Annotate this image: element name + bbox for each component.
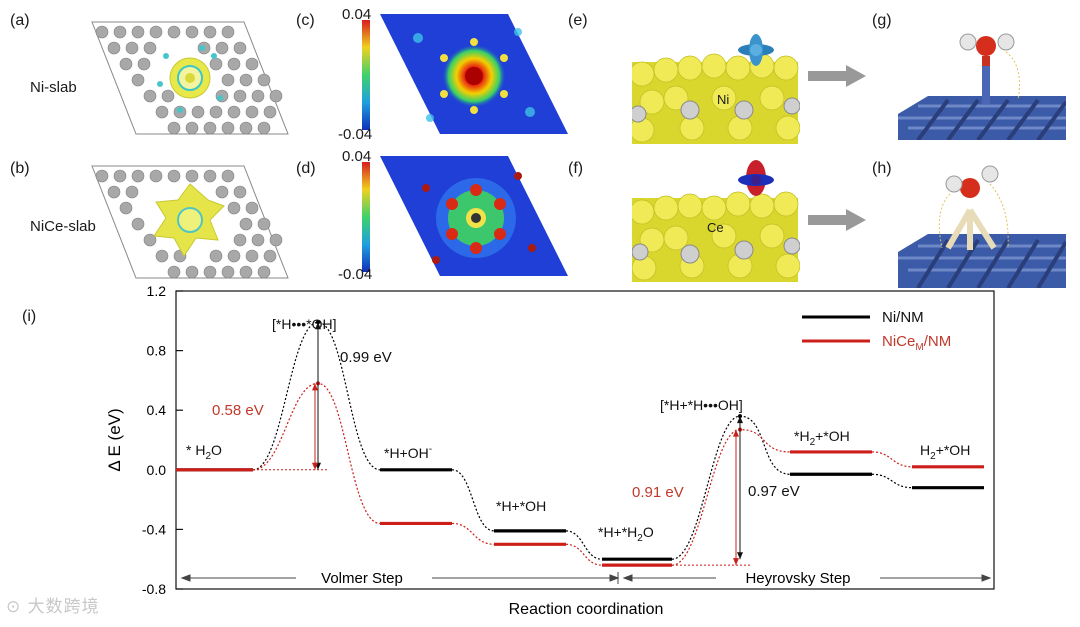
label-c: (c) xyxy=(296,12,315,29)
heyrovsky-step-label: Heyrovsky Step xyxy=(745,570,850,587)
connector-ni xyxy=(451,469,495,532)
ce-atom-label: Ce xyxy=(707,220,724,235)
barrier-label-nice-volmer: 0.58 eV xyxy=(212,402,264,419)
label-g: (g) xyxy=(872,12,892,29)
water-on-nice-image xyxy=(898,165,1066,288)
legend: Ni/NM NiCeM/NM xyxy=(802,309,951,353)
y-tick-label: 0.8 xyxy=(147,343,167,359)
connector-nice xyxy=(252,382,381,525)
barrier-arrow-ni-heyrovsky-head-top xyxy=(737,416,743,424)
connector-nice xyxy=(671,428,791,566)
state-label-h-oh-minus: *H+OH- xyxy=(384,444,432,461)
connector-nice xyxy=(871,451,913,468)
legend-label-ni: Ni/NM xyxy=(882,309,924,326)
volmer-step-label: Volmer Step xyxy=(321,570,403,587)
label-f: (f) xyxy=(568,160,584,177)
colorbar-c-max: 0.04 xyxy=(342,6,372,23)
ni-surface-image xyxy=(632,34,800,144)
nice-surface-image xyxy=(632,160,800,282)
state-label-ts2: [*H+*H•••OH] xyxy=(660,397,743,413)
state-label-h2o: * H2O xyxy=(186,442,222,462)
legend-label-nice: NiCeM/NM xyxy=(882,333,951,353)
y-tick-label: 0.0 xyxy=(147,462,167,478)
connector-ni xyxy=(565,530,603,560)
connector-nice xyxy=(565,543,603,566)
charge-map-c xyxy=(362,14,568,134)
state-label-h-oh: *H+*OH xyxy=(496,498,546,514)
colorbar-c-min: -0.04 xyxy=(338,126,373,143)
state-label-ts1: [*H•••*OH] xyxy=(272,316,337,332)
barrier-arrow-nice-heyrovsky-head-top xyxy=(733,429,739,437)
barrier-arrow-nice-volmer-head-top xyxy=(312,383,318,391)
watermark: ⊙ 大数跨境 xyxy=(6,592,100,617)
y-tick-label: 1.2 xyxy=(147,283,167,299)
y-tick-label: -0.4 xyxy=(142,521,166,537)
barrier-label-ni-volmer: 0.99 eV xyxy=(340,349,392,366)
colorbar-d-max: 0.04 xyxy=(342,148,372,165)
label-e: (e) xyxy=(568,12,588,29)
y-axis-label: Δ E (eV) xyxy=(105,408,124,471)
label-a: (a) xyxy=(10,12,30,29)
colorbar-d-min: -0.04 xyxy=(338,266,373,283)
transition-arrow-bottom xyxy=(808,209,866,231)
barrier-arrow-ni-volmer-head-top xyxy=(315,322,321,330)
x-axis-label: Reaction coordination xyxy=(509,601,664,618)
ni-slab-label: Ni-slab xyxy=(30,79,77,96)
barrier-arrow-nice-heyrovsky-head-bottom xyxy=(733,558,739,566)
barrier-arrow-nice-volmer-head-bottom xyxy=(312,462,318,470)
state-label-h2-oh-b: H2+*OH xyxy=(920,442,970,462)
y-tick-label: -0.8 xyxy=(142,581,166,597)
connector-ni xyxy=(871,473,913,489)
connector-nice xyxy=(451,522,495,545)
transition-arrow-top xyxy=(808,65,866,87)
plot-frame xyxy=(175,290,995,590)
connector-ni xyxy=(252,321,381,471)
watermark-icon: ⊙ xyxy=(6,597,22,617)
ni-atom-label: Ni xyxy=(717,92,730,107)
ni-slab-charge-image xyxy=(91,21,289,135)
label-i: (i) xyxy=(22,308,37,325)
barrier-label-nice-heyrovsky: 0.91 eV xyxy=(632,484,684,501)
label-b: (b) xyxy=(10,160,30,177)
charge-map-d xyxy=(362,156,568,276)
water-on-ni-image xyxy=(898,33,1066,140)
y-tick-label: 0.4 xyxy=(147,402,167,418)
state-label-h-h2o: *H+*H2O xyxy=(598,524,654,544)
state-label-h2-oh-a: *H2+*OH xyxy=(794,428,850,448)
connector-ni xyxy=(671,415,791,560)
nice-slab-charge-image xyxy=(91,165,289,279)
label-d: (d) xyxy=(296,160,316,177)
barrier-arrow-ni-heyrovsky-head-bottom xyxy=(737,552,743,560)
watermark-text: 大数跨境 xyxy=(27,597,100,617)
nice-slab-label: NiCe-slab xyxy=(30,218,96,235)
barrier-label-ni-heyrovsky: 0.97 eV xyxy=(748,483,800,500)
label-h: (h) xyxy=(872,160,892,177)
